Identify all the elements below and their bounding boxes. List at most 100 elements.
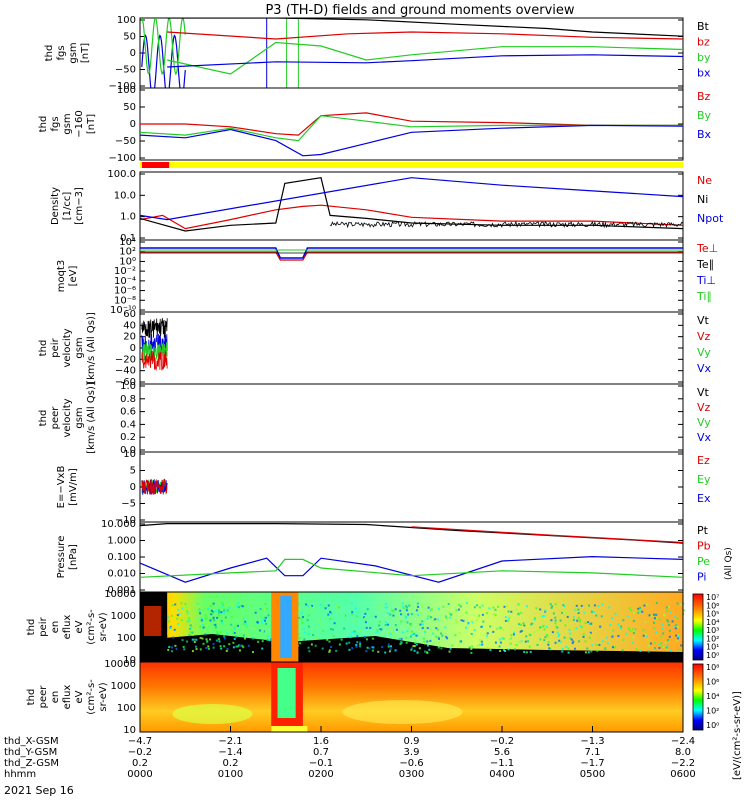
spectrogram-pixel	[543, 628, 546, 631]
spectrogram-pixel	[363, 616, 366, 619]
spectrogram-pixel	[314, 644, 317, 647]
ytick-label: −100	[109, 153, 136, 164]
spectrogram-pixel	[593, 604, 596, 607]
legend-vz: Vz	[697, 330, 711, 343]
spectrogram-pixel	[505, 604, 508, 607]
spectrogram-pixel	[387, 631, 390, 634]
panel-efield: E=−VxB [mV/m] 10 5 0 −5 −10 Ez Ey Ex	[56, 449, 711, 526]
spectrogram-pixel	[223, 645, 226, 648]
ytick-label: 10⁻⁶	[114, 286, 136, 297]
panel-peir_vel: thd peir velocity gsm [km/s (All Qs)] 6040200…	[38, 309, 712, 388]
spectrogram-pixel	[385, 602, 388, 605]
spectrogram-pixel	[568, 637, 571, 640]
spectrogram-pixel	[654, 647, 657, 650]
series-pt	[140, 523, 683, 544]
spectrogram-pixel	[424, 650, 427, 653]
spectrogram-pixel	[241, 644, 244, 647]
spectrogram-pixel	[415, 609, 418, 612]
spectrogram-pixel	[212, 602, 215, 605]
spectrogram-pixel	[622, 638, 625, 641]
spectrogram-pixel	[465, 602, 468, 605]
spectrogram-pixel	[571, 642, 574, 645]
panel-peer_vel: thd peer velocity gsm [km/s (All Qs)] 1.0 0.8 0…	[38, 381, 712, 456]
spectrogram-pixel	[392, 614, 395, 617]
spectrogram-pixel	[307, 605, 310, 608]
legend-bx: Bx	[697, 128, 712, 141]
series-pi	[140, 555, 683, 583]
spectrogram-pixel	[660, 635, 663, 638]
spectrogram-pixel	[244, 620, 247, 623]
spectrogram-pixel	[502, 628, 505, 631]
spectrogram-pixel	[343, 627, 346, 630]
traces	[141, 478, 168, 495]
spectrogram-pixel	[599, 625, 602, 628]
panel-ylabel: gsm	[68, 42, 79, 63]
ytick-label: 0.001	[107, 585, 136, 596]
spectrogram-pixel	[378, 620, 381, 623]
spectrogram-pixel	[510, 634, 513, 637]
spectrogram-pixel	[266, 638, 269, 641]
spectrogram-pixel	[261, 647, 264, 650]
spectrogram-pixel	[426, 617, 429, 620]
ytick-label: 10⁴	[119, 237, 136, 248]
spectrogram-pixel	[520, 623, 523, 626]
spectrogram-pixel	[584, 651, 587, 654]
ytick-label: 1.000	[107, 536, 136, 547]
xaxis-value: 0200	[308, 769, 333, 780]
spectrogram-pixel	[449, 612, 452, 615]
legend-pi: Pi	[697, 571, 706, 584]
series-bt	[167, 18, 683, 37]
spectrogram-pixel	[214, 610, 217, 613]
ytick-label: 0.2	[120, 432, 136, 443]
spectrogram-pixel	[650, 614, 653, 617]
spectrogram-pixel	[654, 614, 657, 617]
panel-frame	[139, 383, 684, 453]
spectrogram-pixel	[662, 646, 665, 649]
status-bar-yellow	[140, 162, 683, 168]
spectrogram-pixel	[190, 626, 193, 629]
spectrogram-pixel	[198, 608, 201, 611]
spectrogram-pixel	[551, 605, 554, 608]
spectrogram-pixel	[545, 625, 548, 628]
panel-ylabel: thd	[26, 689, 37, 706]
spectrogram-pixel	[668, 606, 671, 609]
panel-ylabel: sr-eV)	[98, 612, 109, 641]
spectrogram-pixel	[562, 604, 565, 607]
spectrogram-pixel	[394, 624, 397, 627]
spectrogram-pixel	[486, 632, 489, 635]
spectrogram-pixel	[308, 650, 311, 653]
spectrogram-pixel	[220, 622, 223, 625]
spectrogram-pixel	[481, 604, 484, 607]
panel-ylabel: eV	[74, 620, 85, 633]
spectrogram-pixel	[183, 648, 186, 651]
spectrogram-pixel	[421, 623, 424, 626]
spectrogram-pixel	[427, 615, 430, 618]
spectrogram-pixel	[426, 644, 429, 647]
spectrogram-pixel	[411, 630, 414, 633]
spectrogram-pixel	[330, 628, 333, 631]
spectrogram-pixel	[462, 619, 465, 622]
ytick-label: 0	[130, 343, 136, 354]
legend-vy: Vy	[697, 416, 711, 429]
spectrogram-pixel	[175, 647, 178, 650]
spectrogram-pixel	[171, 604, 174, 607]
spectrogram-pixel	[632, 619, 635, 622]
spectrogram-pixel	[662, 632, 665, 635]
panel-frame	[139, 451, 684, 523]
spectrogram-pixel	[498, 645, 501, 648]
spectrogram-pixel	[606, 636, 609, 639]
spectrogram-pixel	[329, 618, 332, 621]
xaxis-value: 7.1	[585, 747, 601, 758]
spectrogram-pixel	[550, 606, 553, 609]
traces	[140, 247, 683, 261]
spectrogram-pixel	[527, 640, 530, 643]
panel-fgs: thd fgs gsm [nT] 100 50 0 −50 −100 Bt bz by bx	[44, 15, 711, 92]
spectrogram-pixel	[318, 618, 321, 621]
spectrogram-pixel	[465, 626, 468, 629]
spectrogram-pixel	[406, 630, 409, 633]
spectrogram-pixel	[420, 628, 423, 631]
colorbar-tick-label: 10¹	[706, 643, 719, 652]
spectrogram-pixel	[617, 634, 620, 637]
spectrogram-pixel	[470, 648, 473, 651]
spectrogram-pixel	[655, 617, 658, 620]
